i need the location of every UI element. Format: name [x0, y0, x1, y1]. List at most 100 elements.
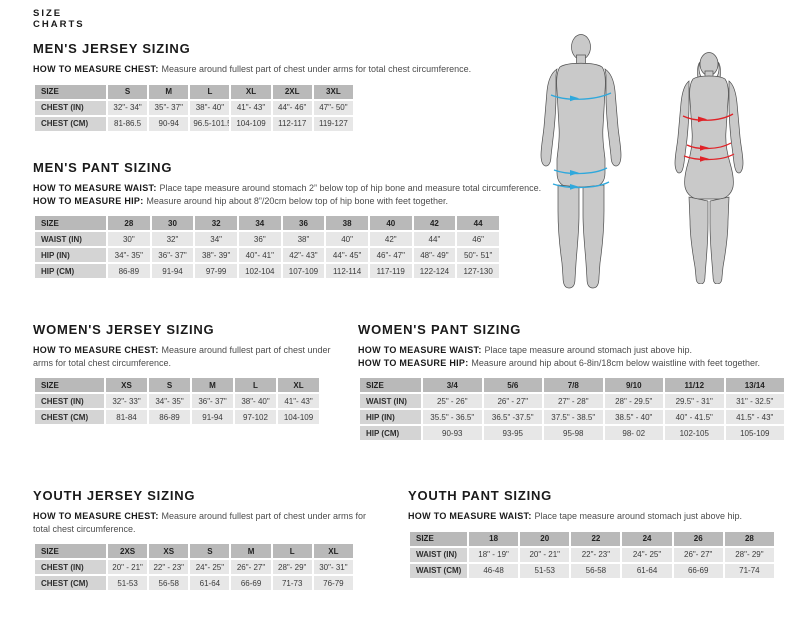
- value-cell: 28"- 29": [272, 560, 312, 574]
- value-cell: 66-69: [231, 576, 271, 590]
- section-title: YOUTH PANT SIZING: [408, 488, 553, 503]
- measure-instruction-text: Measure around hip about 8”/20cm below t…: [146, 195, 449, 206]
- male-silhouette-figure: [540, 34, 622, 289]
- section-title: MEN'S PANT SIZING: [33, 160, 173, 175]
- value-cell: 46"- 47": [369, 248, 412, 262]
- row-label-cell: HIP (CM): [360, 426, 421, 440]
- value-cell: 91-94: [192, 410, 233, 424]
- male-left-arm: [540, 68, 558, 167]
- value-cell: 56-58: [149, 576, 189, 590]
- value-cell: 36.5" -37.5": [483, 410, 542, 424]
- row-label-cell: WAIST (IN): [410, 547, 467, 562]
- size-column-header-cell: 13/14: [725, 378, 784, 392]
- measure-instructions: HOW TO MEASURE CHEST: Measure around ful…: [33, 63, 553, 76]
- value-cell: 22"- 23": [571, 547, 621, 562]
- value-cell: 28"- 29": [724, 547, 774, 562]
- row-label-cell: CHEST (IN): [35, 100, 106, 115]
- value-cell: 117-119: [369, 264, 412, 278]
- size-column-header-cell: 11/12: [665, 378, 724, 392]
- section-womens-jersey: WOMEN'S JERSEY SIZING HOW TO MEASURE CHE…: [33, 322, 333, 426]
- table-row: CHEST (IN) 20" - 21" 22" - 23" 24"- 25" 26"-…: [35, 560, 353, 574]
- value-cell: 35.5" - 36.5": [423, 410, 482, 424]
- size-column-header-cell: 40: [369, 216, 412, 230]
- value-cell: 42": [369, 232, 412, 246]
- value-cell: 44"- 46": [272, 100, 312, 115]
- male-torso: [556, 62, 606, 188]
- size-label-header-cell: SIZE: [35, 216, 106, 230]
- value-cell: 86-89: [108, 264, 150, 278]
- value-cell: 97-102: [235, 410, 276, 424]
- value-cell: 105-109: [725, 426, 784, 440]
- value-cell: 36"- 37": [151, 248, 194, 262]
- value-cell: 51-53: [520, 563, 570, 578]
- value-cell: 32": [151, 232, 194, 246]
- value-cell: 104-109: [231, 116, 271, 131]
- value-cell: 41"- 43": [231, 100, 271, 115]
- size-column-header-cell: M: [231, 544, 271, 558]
- row-label-cell: CHEST (IN): [35, 394, 104, 408]
- size-column-header-cell: L: [190, 84, 230, 99]
- table-row: CHEST (CM) 81-84 86-89 91-94 97-102 104-109: [35, 410, 319, 424]
- table-row: WAIST (IN) 18" - 19" 20" - 21" 22"- 23" 24"-…: [410, 547, 774, 562]
- male-chest-measure-arrow: [550, 92, 612, 102]
- size-column-header-cell: 2XL: [272, 84, 312, 99]
- value-cell: 20" - 21": [108, 560, 148, 574]
- section-mens-jersey: MEN'S JERSEY SIZING HOW TO MEASURE CHEST…: [33, 41, 553, 133]
- value-cell: 112-117: [272, 116, 312, 131]
- womens-jersey-size-table: SIZE XS S M L XL CHEST (IN) 32"- 33" 34"- 35" 36"…: [33, 376, 321, 426]
- value-cell: 90-94: [149, 116, 189, 131]
- value-cell: 38": [282, 232, 325, 246]
- mens-jersey-size-table: SIZE S M L XL 2XL 3XL CHEST (IN) 32"- 34" 35"- 37…: [33, 83, 355, 133]
- value-cell: 95-98: [544, 426, 603, 440]
- value-cell: 122-124: [413, 264, 456, 278]
- measure-instructions: HOW TO MEASURE WAIST: Place tape measure…: [33, 182, 553, 207]
- size-column-header-cell: XL: [278, 378, 319, 392]
- value-cell: 30": [108, 232, 150, 246]
- measure-instruction-label: HOW TO MEASURE HIP:: [358, 357, 472, 368]
- size-column-header-cell: 42: [413, 216, 456, 230]
- female-waist-measure-arrow: [686, 142, 732, 151]
- value-cell: 61-64: [622, 563, 672, 578]
- value-cell: 26" - 27": [483, 394, 542, 408]
- value-cell: 27" - 28": [544, 394, 603, 408]
- table-row: WAIST (CM) 46-48 51-53 56-58 61-64 66-69 71-74: [410, 563, 774, 578]
- value-cell: 112-114: [326, 264, 368, 278]
- value-cell: 46": [457, 232, 499, 246]
- size-column-header-cell: 24: [622, 531, 672, 546]
- value-cell: 98- 02: [604, 426, 663, 440]
- size-column-header-cell: M: [149, 84, 189, 99]
- value-cell: 26"- 27": [231, 560, 271, 574]
- female-left-arm: [674, 80, 690, 174]
- female-chest-measure-arrow: [682, 113, 734, 123]
- size-label-header-cell: SIZE: [410, 531, 467, 546]
- table-header-row: SIZE XS S M L XL: [35, 378, 319, 392]
- size-label-header-cell: SIZE: [35, 378, 104, 392]
- female-left-leg: [688, 196, 709, 284]
- value-cell: 96.5-101.5: [190, 116, 230, 131]
- table-row: CHEST (CM) 51-53 56-58 61-64 66-69 71-73 76-79: [35, 576, 353, 590]
- value-cell: 31" - 32.5": [725, 394, 784, 408]
- value-cell: 40"- 41": [238, 248, 281, 262]
- value-cell: 107-109: [282, 264, 325, 278]
- table-row: HIP (CM) 90-93 93-95 95-98 98- 02 102-105 105-…: [360, 426, 784, 440]
- size-column-header-cell: 20: [520, 531, 570, 546]
- table-row: HIP (IN) 34"- 35" 36"- 37" 38"- 39" 40"- 41"…: [35, 248, 499, 262]
- value-cell: 34"- 35": [149, 394, 190, 408]
- measure-instruction-line: HOW TO MEASURE HIP: Measure around hip a…: [358, 357, 788, 370]
- page-title-line2: CHARTS: [33, 19, 85, 30]
- row-label-cell: CHEST (IN): [35, 560, 106, 574]
- measure-instruction-text: Place tape measure around stomach just a…: [484, 345, 693, 355]
- value-cell: 48"- 49": [413, 248, 456, 262]
- value-cell: 93-95: [483, 426, 542, 440]
- size-column-header-cell: S: [190, 544, 230, 558]
- value-cell: 44"- 45": [326, 248, 368, 262]
- value-cell: 71-73: [272, 576, 312, 590]
- value-cell: 102-105: [665, 426, 724, 440]
- size-column-header-cell: 38: [326, 216, 368, 230]
- value-cell: 38.5" - 40": [604, 410, 663, 424]
- size-column-header-cell: 18: [469, 531, 519, 546]
- value-cell: 29.5" - 31": [665, 394, 724, 408]
- row-label-cell: CHEST (CM): [35, 576, 106, 590]
- size-column-header-cell: 2XS: [108, 544, 148, 558]
